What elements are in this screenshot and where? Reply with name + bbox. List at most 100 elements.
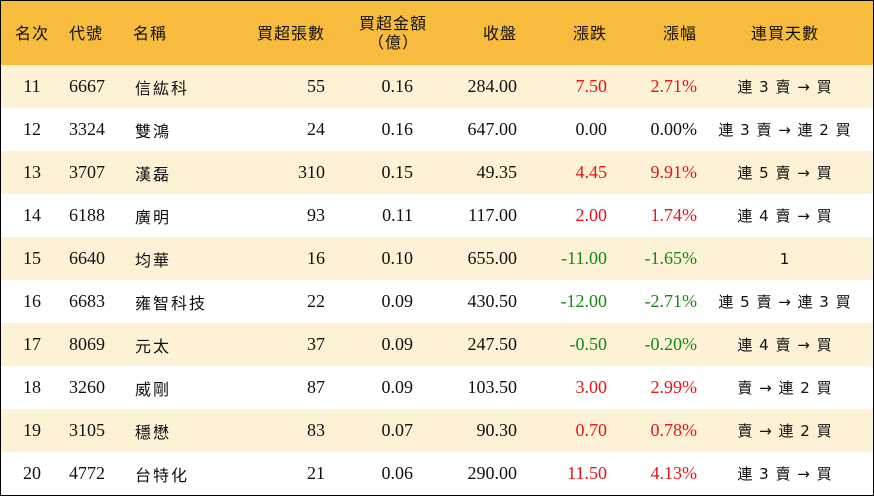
- net-buy-amount-cell: 0.11: [382, 205, 413, 225]
- name-cell: 信紘科: [135, 78, 190, 98]
- net-buy-amount-cell: 0.09: [381, 377, 414, 397]
- table-row: 16 6683 雍智科技 22 0.09 430.50 -12.00 -2.71…: [1, 280, 873, 323]
- consecutive-days-cell: 連 5 賣 → 買: [737, 164, 833, 182]
- change-cell: 0.00: [575, 119, 608, 139]
- net-buy-amount-cell: 0.06: [381, 463, 414, 483]
- net-buy-lots-cell: 21: [307, 463, 325, 483]
- net-buy-amount-cell: 0.16: [381, 119, 414, 139]
- change-pct-cell: -1.65%: [644, 248, 698, 268]
- change-pct-cell: 0.78%: [650, 420, 698, 440]
- header-change: 漲跌: [572, 23, 607, 43]
- consecutive-days-cell: 1: [779, 249, 791, 268]
- rank-cell: 17: [23, 334, 41, 354]
- code-cell: 6683: [69, 291, 105, 311]
- header-close: 收盤: [482, 23, 517, 43]
- rank-cell: 15: [23, 248, 41, 268]
- change-pct-cell: 9.91%: [650, 162, 698, 182]
- consecutive-days-cell: 連 4 賣 → 買: [737, 207, 833, 225]
- change-cell: 11.50: [567, 463, 607, 483]
- change-cell: -0.50: [569, 334, 608, 354]
- code-cell: 6667: [69, 76, 105, 96]
- table-row: 12 3324 雙鴻 24 0.16 647.00 0.00 0.00% 連 3…: [1, 108, 873, 151]
- change-pct-cell: -2.71%: [644, 291, 698, 311]
- code-cell: 4772: [69, 463, 105, 483]
- name-cell: 威剛: [135, 379, 172, 399]
- net-buy-lots-cell: 83: [307, 420, 325, 440]
- consecutive-days-cell: 連 4 賣 → 買: [737, 336, 833, 354]
- change-cell: 3.00: [575, 377, 608, 397]
- table-row: 13 3707 漢磊 310 0.15 49.35 4.45 9.91% 連 5…: [1, 151, 873, 194]
- change-cell: 7.50: [575, 76, 608, 96]
- close-cell: 655.00: [467, 248, 518, 268]
- change-pct-cell: 1.74%: [650, 205, 698, 225]
- table-row: 17 8069 元太 37 0.09 247.50 -0.50 -0.20% 連…: [1, 323, 873, 366]
- table-row: 18 3260 威剛 87 0.09 103.50 3.00 2.99% 賣 →…: [1, 366, 873, 409]
- code-cell: 3324: [69, 119, 105, 139]
- change-cell: -11.00: [561, 248, 607, 268]
- change-cell: 2.00: [575, 205, 608, 225]
- net-buy-lots-cell: 310: [298, 162, 325, 182]
- net-buy-amount-cell: 0.09: [381, 334, 414, 354]
- table-row: 15 6640 均華 16 0.10 655.00 -11.00 -1.65% …: [1, 237, 873, 280]
- code-cell: 3260: [69, 377, 105, 397]
- header-amount-label: 買超金額: [358, 14, 427, 33]
- close-cell: 117.00: [468, 205, 517, 225]
- rank-cell: 18: [23, 377, 41, 397]
- table-row: 19 3105 穩懋 83 0.07 90.30 0.70 0.78% 賣 → …: [1, 409, 873, 452]
- close-cell: 290.00: [467, 463, 518, 483]
- net-buy-amount-cell: 0.09: [381, 291, 414, 311]
- net-buy-lots-cell: 87: [307, 377, 325, 397]
- change-cell: 4.45: [575, 162, 608, 182]
- code-cell: 8069: [69, 334, 105, 354]
- rank-cell: 19: [23, 420, 41, 440]
- net-buy-lots-cell: 37: [307, 334, 325, 354]
- change-cell: -12.00: [560, 291, 608, 311]
- header-name: 名稱: [133, 23, 168, 43]
- close-cell: 103.50: [467, 377, 518, 397]
- name-cell: 台特化: [135, 465, 190, 485]
- header-amount-unit: （億）: [367, 33, 419, 52]
- rank-cell: 13: [23, 162, 41, 182]
- rank-cell: 20: [23, 463, 41, 483]
- code-cell: 3105: [69, 420, 105, 440]
- header-rank: 名次: [14, 23, 49, 43]
- code-cell: 6640: [69, 248, 105, 268]
- consecutive-days-cell: 賣 → 連 2 買: [737, 379, 833, 397]
- table-row: 20 4772 台特化 21 0.06 290.00 11.50 4.13% 連…: [1, 452, 873, 495]
- change-pct-cell: 0.00%: [650, 119, 698, 139]
- table-body: 11 6667 信紘科 55 0.16 284.00 7.50 2.71% 連 …: [1, 65, 873, 495]
- net-buy-lots-cell: 22: [307, 291, 325, 311]
- name-cell: 元太: [135, 336, 172, 356]
- code-cell: 6188: [69, 205, 105, 225]
- rank-cell: 12: [23, 119, 41, 139]
- name-cell: 廣明: [135, 207, 172, 227]
- change-pct-cell: 4.13%: [650, 463, 698, 483]
- net-buy-lots-cell: 16: [307, 248, 325, 268]
- header-code: 代號: [69, 23, 104, 43]
- code-cell: 3707: [69, 162, 105, 182]
- close-cell: 430.50: [467, 291, 518, 311]
- close-cell: 284.00: [467, 76, 518, 96]
- net-buy-amount-cell: 0.10: [381, 248, 414, 268]
- header-net-buy-amount: 買超金額 （億）: [325, 1, 427, 65]
- consecutive-days-cell: 連 3 賣 → 買: [737, 465, 833, 483]
- net-buy-amount-cell: 0.15: [381, 162, 414, 182]
- net-buy-amount-cell: 0.07: [381, 420, 414, 440]
- consecutive-days-cell: 連 3 賣 → 連 2 買: [718, 121, 852, 139]
- table-row: 14 6188 廣明 93 0.11 117.00 2.00 1.74% 連 4…: [1, 194, 873, 237]
- rank-cell: 14: [23, 205, 41, 225]
- name-cell: 穩懋: [135, 422, 172, 442]
- close-cell: 647.00: [467, 119, 518, 139]
- change-pct-cell: 2.71%: [650, 76, 698, 96]
- table-header-row: 名次 代號 名稱 買超張數 買超金額 （億） 收盤 漲跌 漲幅 連買天數: [1, 1, 873, 65]
- rank-cell: 16: [23, 291, 41, 311]
- change-pct-cell: 2.99%: [650, 377, 698, 397]
- consecutive-days-cell: 連 5 賣 → 連 3 買: [718, 293, 852, 311]
- name-cell: 均華: [135, 250, 172, 270]
- header-net-buy-lots: 買超張數: [256, 23, 325, 43]
- header-consecutive-days: 連買天數: [750, 23, 819, 43]
- net-buy-lots-cell: 93: [307, 205, 325, 225]
- close-cell: 49.35: [476, 162, 518, 182]
